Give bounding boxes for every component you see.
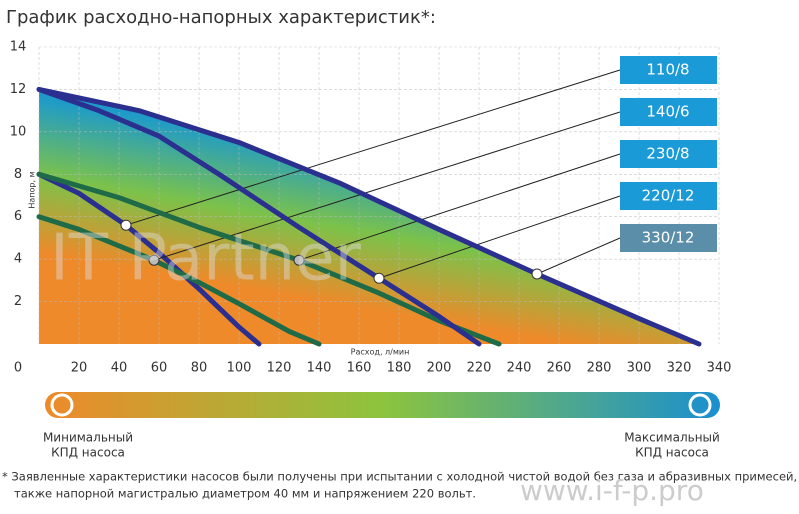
x-axis-label: Расход, л/мин (351, 348, 410, 357)
x-tick-label: 240 (507, 361, 532, 376)
x-tick-label: 220 (467, 361, 492, 376)
max-label: Максимальный (624, 431, 720, 445)
x-tick-label: 260 (547, 361, 572, 376)
y-tick-label: 4 (14, 252, 22, 267)
legend-label: 230/8 (646, 145, 689, 163)
y-tick-label: 12 (10, 82, 27, 97)
x-tick-label: 320 (667, 361, 692, 376)
legend-label: 330/12 (642, 229, 695, 247)
x-tick-label: 140 (307, 361, 332, 376)
max-dot (688, 393, 712, 417)
y-tick-label: 8 (14, 167, 22, 182)
marker (293, 254, 305, 266)
marker (120, 219, 132, 231)
x-tick-label: 180 (387, 361, 412, 376)
x-tick-label: 300 (627, 361, 652, 376)
marker (148, 254, 160, 266)
plot: 0 20 40 60 80 100 120 140 160 180 200 220 240 260 280 3… (10, 40, 732, 376)
marker (531, 268, 543, 280)
x-tick-label: 20 (71, 361, 88, 376)
series-line (36, 214, 322, 347)
min-dot (50, 393, 74, 417)
leader-line (298, 153, 621, 261)
x-tick-label: 80 (191, 361, 208, 376)
legend-box (620, 224, 717, 252)
legend-label: 140/6 (646, 103, 689, 121)
legend-box (620, 56, 717, 84)
legend-box (620, 98, 717, 126)
x-tick-label: 340 (707, 361, 732, 376)
legend-label: 220/12 (642, 187, 695, 205)
x-tick-label: 40 (111, 361, 128, 376)
footnote: * Заявленные характеристики насосов были… (2, 470, 799, 484)
watermark: IT Partner (50, 222, 362, 296)
y-tick-label: 10 (10, 124, 27, 139)
marker (373, 272, 385, 284)
series-line (36, 86, 482, 347)
efficiency-bar (45, 392, 720, 418)
x-tick-label: 100 (227, 361, 252, 376)
x-tick-label: 120 (267, 361, 292, 376)
series-line (36, 171, 262, 347)
min-label: КПД насоса (51, 446, 125, 460)
legend-label: 110/8 (646, 61, 689, 79)
legend-box (620, 140, 717, 168)
chart-title: График расходно-напорных характеристик*: (6, 7, 436, 28)
x-tick-label: 160 (347, 361, 372, 376)
leader-line (536, 237, 621, 275)
x-tick-label: 280 (587, 361, 612, 376)
y-tick-label: 2 (14, 294, 22, 309)
x-tick-label: 200 (427, 361, 452, 376)
legend-box (620, 182, 717, 210)
x-tick-label: 60 (151, 361, 168, 376)
max-label: КПД насоса (635, 446, 709, 460)
min-label: Минимальный (43, 431, 133, 445)
series-line (36, 86, 702, 347)
y-axis-label: Напор, м (28, 171, 37, 208)
y-tick-label: 6 (14, 209, 22, 224)
leader-line (125, 69, 621, 226)
x-tick-label: 0 (14, 361, 22, 376)
footnote: также напорной магистралью диаметром 40 … (14, 487, 476, 501)
leader-line (378, 195, 621, 279)
watermark: www.i-f-p.pro (520, 474, 704, 507)
y-tick-label: 14 (10, 40, 27, 55)
